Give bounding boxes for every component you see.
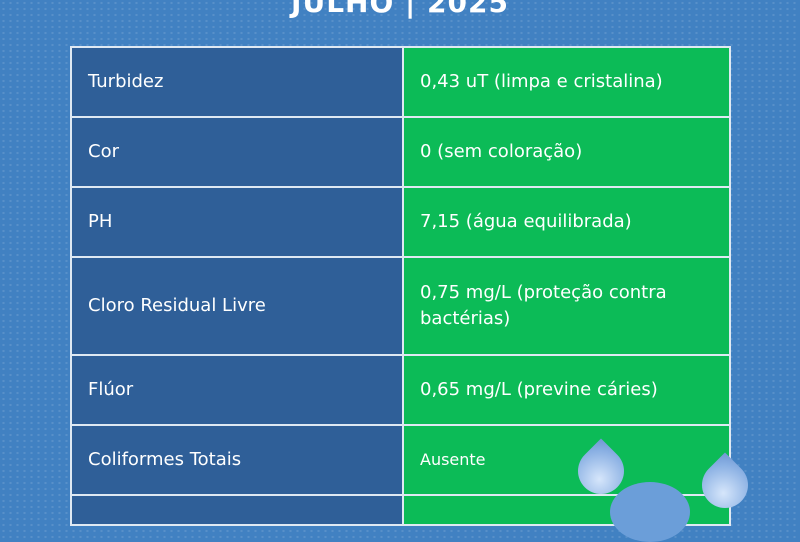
page-title: JULHO | 2025 [291,0,509,19]
row-label: Coliformes Totais [70,424,404,496]
row-label: Cor [70,116,404,188]
globe-illustration [610,482,690,542]
row-value: 7,15 (água equilibrada) [402,186,731,258]
water-quality-table: Turbidez 0,43 uT (limpa e cristalina) Cor… [70,46,731,526]
row-value: 0 (sem coloração) [402,116,731,188]
table-row: Cor 0 (sem coloração) [70,116,731,188]
row-label: PH [70,186,404,258]
row-value: 0,43 uT (limpa e cristalina) [402,46,731,118]
row-value: 0,75 mg/L (proteção contra bactérias) [402,256,731,356]
row-label: Flúor [70,354,404,426]
table-row: Cloro Residual Livre 0,75 mg/L (proteção … [70,256,731,356]
row-label: Cloro Residual Livre [70,256,404,356]
row-label: Turbidez [70,46,404,118]
table-row: PH 7,15 (água equilibrada) [70,186,731,258]
row-value: 0,65 mg/L (previne cáries) [402,354,731,426]
table-row: Turbidez 0,43 uT (limpa e cristalina) [70,46,731,118]
row-value: Ausente [402,424,731,496]
table-row: Flúor 0,65 mg/L (previne cáries) [70,354,731,426]
